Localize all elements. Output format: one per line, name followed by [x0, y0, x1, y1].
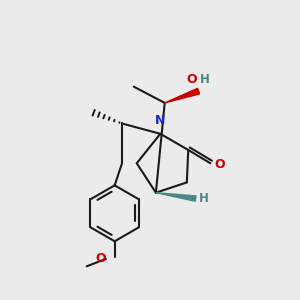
Text: H: H [200, 73, 210, 86]
Polygon shape [165, 88, 200, 103]
Text: O: O [95, 252, 106, 266]
Text: O: O [214, 158, 224, 171]
Text: N: N [155, 114, 166, 127]
Text: O: O [187, 73, 197, 86]
Text: H: H [199, 192, 209, 205]
Polygon shape [156, 193, 196, 201]
